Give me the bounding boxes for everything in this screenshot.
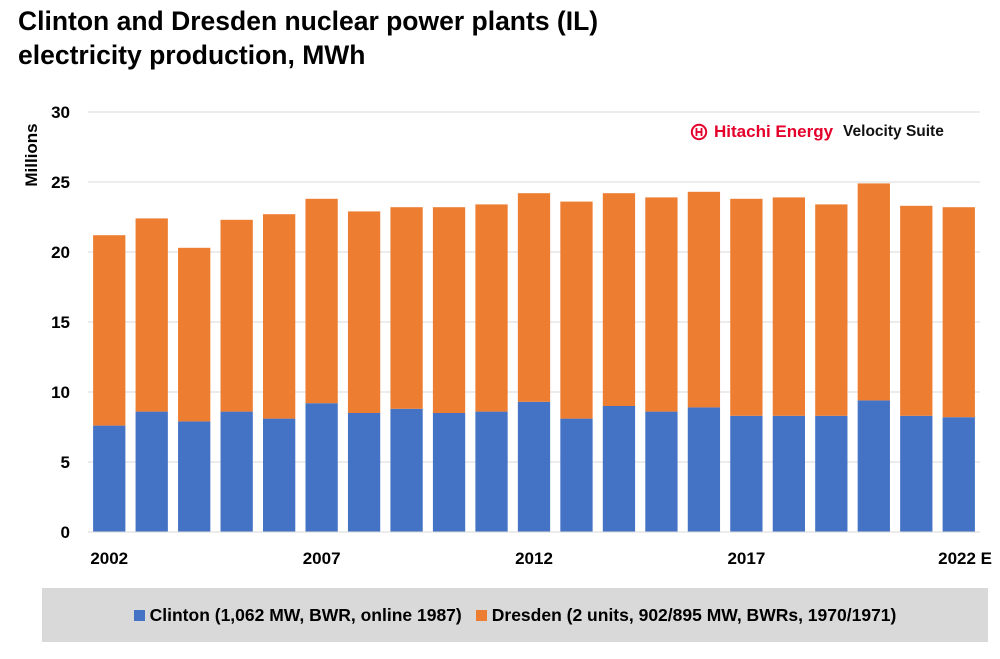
bar-dresden-12 <box>602 193 636 406</box>
bar-dresden-4 <box>263 214 296 419</box>
y-tick-label-10: 10 <box>51 383 70 402</box>
bar-clinton-3 <box>220 411 253 532</box>
bar-clinton-8 <box>432 413 466 532</box>
bar-dresden-13 <box>645 197 678 412</box>
legend-swatch-dresden <box>475 609 487 621</box>
bar-clinton-16 <box>772 415 805 532</box>
y-axis-ticks: 0 5 10 15 20 25 30 <box>51 103 70 542</box>
x-axis-ticks: 2002 2007 2012 2017 2022 E <box>90 549 992 568</box>
x-tick-label-20: 2022 E <box>938 549 992 568</box>
legend-label-clinton: Clinton (1,062 MW, BWR, online 1987) <box>149 604 462 625</box>
chart-title-line-1: Clinton and Dresden nuclear power plants… <box>18 6 599 36</box>
y-axis-title: Millions <box>22 123 41 186</box>
brand-watermark: Hitachi Energy Velocity Suite <box>690 122 944 142</box>
bar-dresden-5 <box>305 198 338 404</box>
bar-dresden-0 <box>93 235 126 426</box>
bar-dresden-11 <box>560 201 593 419</box>
bar-clinton-14 <box>687 407 721 532</box>
bar-clinton-10 <box>517 401 551 532</box>
legend: Clinton (1,062 MW, BWR, online 1987) Dre… <box>42 588 988 642</box>
bar-clinton-9 <box>475 411 508 532</box>
legend-item-clinton: Clinton (1,062 MW, BWR, online 1987) <box>133 604 462 626</box>
bar-dresden-19 <box>900 205 933 416</box>
bar-clinton-2 <box>178 421 211 532</box>
bar-dresden-16 <box>772 197 805 416</box>
chart-title-line-2: electricity production, MWh <box>18 40 366 70</box>
x-tick-label-15: 2017 <box>727 549 765 568</box>
bar-clinton-12 <box>602 406 636 532</box>
x-tick-label-10: 2012 <box>515 549 553 568</box>
bar-dresden-9 <box>475 204 508 412</box>
bar-clinton-20 <box>942 417 975 532</box>
y-tick-label-5: 5 <box>61 453 70 472</box>
bar-dresden-15 <box>730 198 763 416</box>
bar-clinton-6 <box>347 413 381 532</box>
bar-clinton-15 <box>730 415 763 532</box>
y-tick-label-25: 25 <box>51 173 70 192</box>
y-tick-label-20: 20 <box>51 243 70 262</box>
bar-dresden-10 <box>517 193 551 402</box>
legend-swatch-clinton <box>133 609 145 621</box>
y-tick-label-15: 15 <box>51 313 70 332</box>
bar-clinton-17 <box>815 415 848 532</box>
x-tick-label-5: 2007 <box>303 549 341 568</box>
bar-dresden-7 <box>390 207 423 409</box>
bar-dresden-8 <box>432 207 466 413</box>
brand-name: Hitachi Energy <box>714 122 834 141</box>
bar-dresden-3 <box>220 219 253 412</box>
bar-clinton-19 <box>900 415 933 532</box>
bar-clinton-4 <box>263 418 296 532</box>
bar-clinton-13 <box>645 411 678 532</box>
chart-title: Clinton and Dresden nuclear power plants… <box>18 4 598 72</box>
bar-dresden-20 <box>942 207 975 418</box>
y-tick-label-0: 0 <box>61 523 70 542</box>
legend-item-dresden: Dresden (2 units, 902/895 MW, BWRs, 1970… <box>475 604 897 626</box>
bar-dresden-14 <box>687 191 721 408</box>
y-tick-label-30: 30 <box>51 103 70 122</box>
bar-dresden-1 <box>135 218 168 412</box>
bar-clinton-0 <box>93 425 126 532</box>
bar-dresden-17 <box>815 204 848 416</box>
bar-dresden-6 <box>347 211 381 413</box>
brand-suite: Velocity Suite <box>843 123 944 140</box>
bar-clinton-18 <box>857 400 890 532</box>
bar-dresden-18 <box>857 183 890 401</box>
legend-label-dresden: Dresden (2 units, 902/895 MW, BWRs, 1970… <box>491 604 897 625</box>
bar-clinton-5 <box>305 403 338 532</box>
bar-clinton-1 <box>135 411 168 532</box>
bar-clinton-7 <box>390 408 423 532</box>
bars <box>93 183 975 532</box>
bar-dresden-2 <box>178 247 211 422</box>
hitachi-energy-logo-icon <box>690 123 708 141</box>
stacked-bar-chart: 0 5 10 15 20 25 30 2002 2007 2012 2017 2022 E Mill… <box>22 103 992 568</box>
x-tick-label-0: 2002 <box>90 549 128 568</box>
bar-clinton-11 <box>560 418 593 532</box>
